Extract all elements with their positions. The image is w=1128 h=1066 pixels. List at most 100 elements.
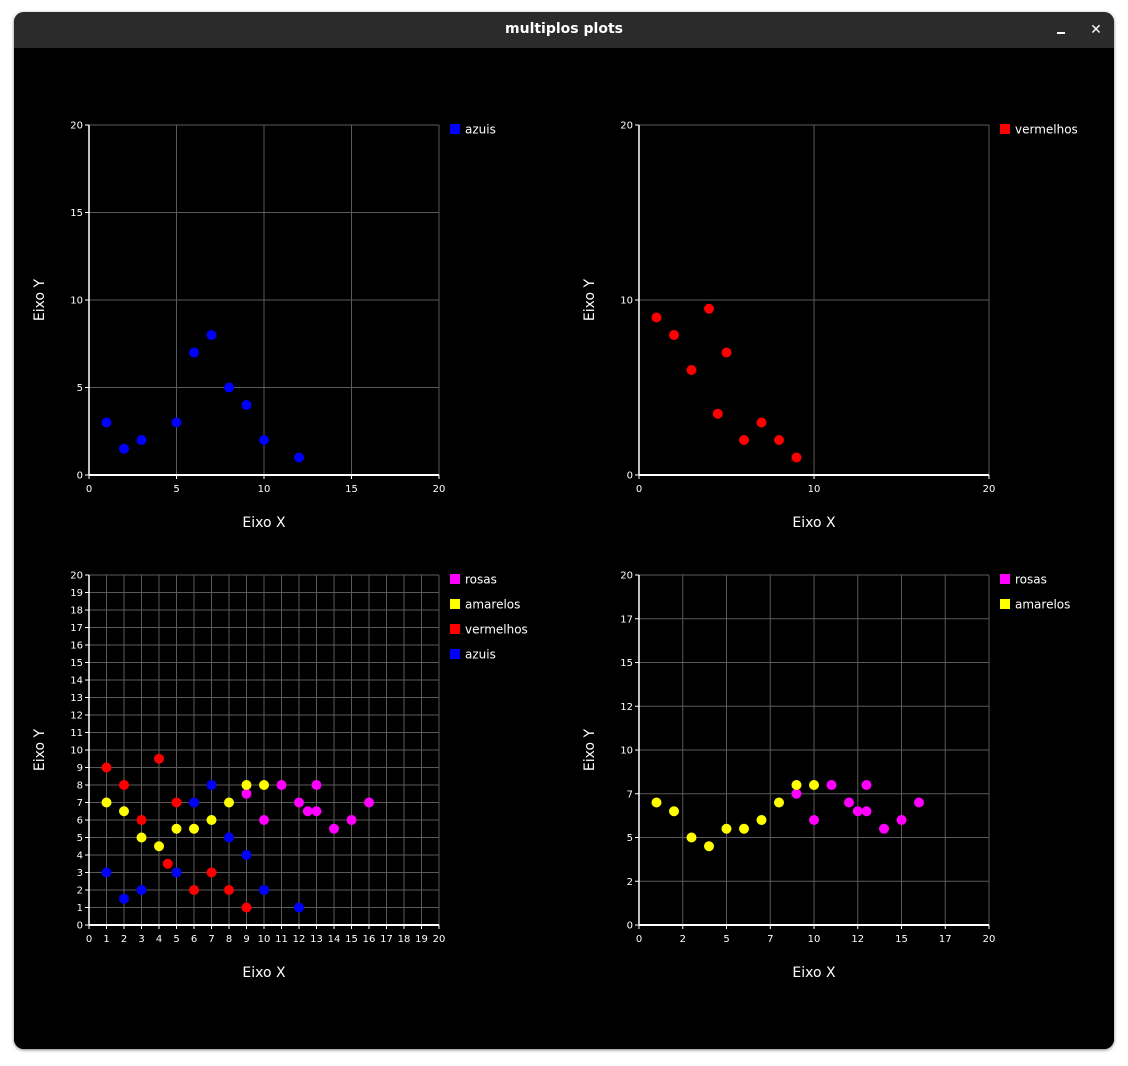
- y-tick-label: 9: [77, 763, 83, 774]
- data-point: [101, 867, 112, 878]
- x-tick-label: 12: [851, 934, 864, 945]
- data-point: [189, 797, 199, 808]
- data-point: [119, 780, 129, 790]
- data-point: [774, 435, 784, 445]
- data-point: [241, 780, 252, 790]
- chart-1: 0 5 10 15 20 0 5 10 15 20 Eixo X Eixo Y azuis: [32, 121, 496, 532]
- data-point: [224, 382, 234, 393]
- x-tick-label: 0: [86, 934, 92, 945]
- data-point: [686, 365, 697, 375]
- data-point: [224, 832, 234, 843]
- data-point: [669, 330, 679, 340]
- x-tick-label: 5: [173, 484, 179, 495]
- data-point: [119, 443, 129, 454]
- x-tick-label: 13: [310, 934, 323, 945]
- y-tick-label: 13: [70, 693, 83, 704]
- y-tick-label: 10: [70, 296, 83, 307]
- x-tick-label: 10: [258, 934, 271, 945]
- data-point: [861, 780, 872, 790]
- data-point: [119, 893, 129, 904]
- data-point: [259, 885, 269, 895]
- data-point: [189, 347, 199, 358]
- x-tick-label: 0: [636, 934, 642, 945]
- y-tick-label: 0: [627, 921, 633, 932]
- data-point: [259, 780, 269, 790]
- y-tick-label: 4: [77, 851, 83, 862]
- data-point: [206, 815, 217, 825]
- x-axis-label: Eixo X: [792, 965, 836, 981]
- data-point: [154, 753, 164, 764]
- close-button[interactable]: ✕: [1086, 20, 1106, 40]
- y-tick-label: 1: [77, 903, 83, 914]
- data-point: [311, 780, 322, 790]
- data-point: [721, 347, 732, 358]
- x-tick-label: 10: [258, 484, 271, 495]
- x-tick-label: 20: [433, 484, 446, 495]
- data-point: [756, 815, 767, 825]
- app-window: multiplos plots ✕ 0 5 10 15 20 0 5 10 15 20 Eixo X…: [14, 12, 1114, 1049]
- y-tick-label: 12: [70, 711, 83, 722]
- y-tick-label: 0: [627, 471, 633, 482]
- data-point: [101, 762, 112, 773]
- data-point: [914, 797, 924, 808]
- y-tick-label: 19: [70, 588, 83, 599]
- y-tick-label: 0: [77, 921, 83, 932]
- data-point: [241, 902, 252, 913]
- y-tick-label: 18: [70, 606, 83, 617]
- data-point: [136, 815, 147, 825]
- legend-swatch: [450, 124, 460, 134]
- data-point: [302, 806, 313, 817]
- legend-swatch: [450, 649, 460, 659]
- data-point: [189, 823, 199, 834]
- x-tick-label: 1: [103, 934, 109, 945]
- x-tick-label: 17: [380, 934, 393, 945]
- data-point: [739, 823, 749, 834]
- data-point: [721, 823, 732, 834]
- y-tick-label: 7: [77, 798, 83, 809]
- x-tick-label: 0: [86, 484, 92, 495]
- x-tick-label: 15: [895, 934, 908, 945]
- data-point: [704, 303, 714, 314]
- data-point: [311, 806, 322, 817]
- data-point: [669, 806, 679, 817]
- legend-swatch: [1000, 124, 1010, 134]
- data-point: [826, 780, 837, 790]
- series-azuis: [101, 780, 304, 913]
- x-tick-label: 9: [243, 934, 249, 945]
- x-tick-label: 18: [398, 934, 411, 945]
- data-point: [329, 823, 339, 834]
- data-point: [879, 823, 889, 834]
- data-point: [809, 815, 819, 825]
- x-tick-label: 2: [680, 934, 686, 945]
- series-amarelos: [101, 780, 269, 852]
- data-point: [224, 797, 234, 808]
- data-point: [364, 797, 374, 808]
- data-point: [259, 435, 269, 445]
- x-tick-label: 10: [808, 934, 821, 945]
- window-title: multiplos plots: [505, 21, 623, 37]
- x-tick-label: 14: [328, 934, 341, 945]
- legend-label: vermelhos: [1015, 123, 1078, 137]
- data-point: [844, 797, 854, 808]
- series-vermelhos: [651, 303, 802, 463]
- y-tick-label: 7: [627, 789, 633, 800]
- minimize-icon: [1057, 32, 1065, 34]
- x-tick-label: 4: [156, 934, 162, 945]
- legend-label: vermelhos: [465, 623, 528, 637]
- y-tick-label: 12: [620, 702, 633, 713]
- y-tick-label: 5: [77, 833, 83, 844]
- x-tick-label: 0: [636, 484, 642, 495]
- data-point: [136, 435, 147, 445]
- x-tick-label: 12: [293, 934, 306, 945]
- data-point: [171, 797, 182, 808]
- y-tick-label: 2: [77, 886, 83, 897]
- data-point: [704, 841, 714, 852]
- minimize-button[interactable]: [1052, 20, 1072, 40]
- x-tick-label: 7: [208, 934, 214, 945]
- y-tick-label: 5: [627, 833, 633, 844]
- data-point: [739, 435, 749, 445]
- title-bar[interactable]: multiplos plots ✕: [14, 12, 1114, 48]
- x-axis-label: Eixo X: [792, 515, 836, 531]
